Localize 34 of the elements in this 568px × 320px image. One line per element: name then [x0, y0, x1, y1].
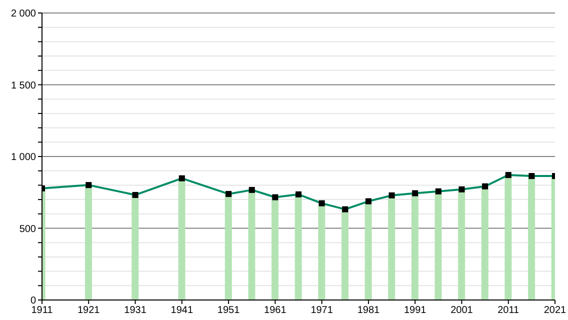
bar: [504, 175, 512, 300]
x-tick-label: 1981: [357, 305, 380, 316]
bar: [318, 203, 326, 300]
x-tick-label: 1961: [264, 305, 287, 316]
y-tick-label: 2 000: [10, 8, 36, 20]
x-tick-label: 1951: [217, 305, 240, 316]
x-tick-label: 1971: [310, 305, 334, 316]
bar: [132, 194, 139, 300]
bar: [411, 193, 418, 300]
bar: [294, 194, 302, 300]
x-tick-label: 1931: [124, 305, 147, 316]
x-tick-label: 2021: [544, 305, 567, 316]
x-tick-label: 1911: [31, 305, 54, 316]
bar: [224, 194, 232, 300]
x-tick-label: 1941: [170, 305, 194, 316]
bar: [364, 201, 372, 300]
bar: [248, 190, 256, 300]
x-tick-label: 2001: [450, 305, 474, 316]
x-tick-label: 2011: [498, 305, 520, 316]
x-tick-label: 1921: [78, 305, 100, 316]
bar: [481, 186, 488, 300]
bar: [388, 195, 396, 300]
bar: [341, 209, 348, 300]
bar: [434, 191, 442, 300]
bar: [458, 189, 466, 300]
y-tick-label: 500: [19, 224, 36, 235]
bar: [84, 185, 92, 300]
y-tick-label: 0: [30, 296, 36, 307]
y-tick-label: 1 000: [10, 152, 36, 164]
y-tick-label: 1 500: [10, 80, 36, 92]
bar: [272, 197, 279, 300]
x-tick-label: 1991: [404, 305, 427, 316]
bar: [528, 176, 536, 300]
bar: [178, 178, 186, 300]
